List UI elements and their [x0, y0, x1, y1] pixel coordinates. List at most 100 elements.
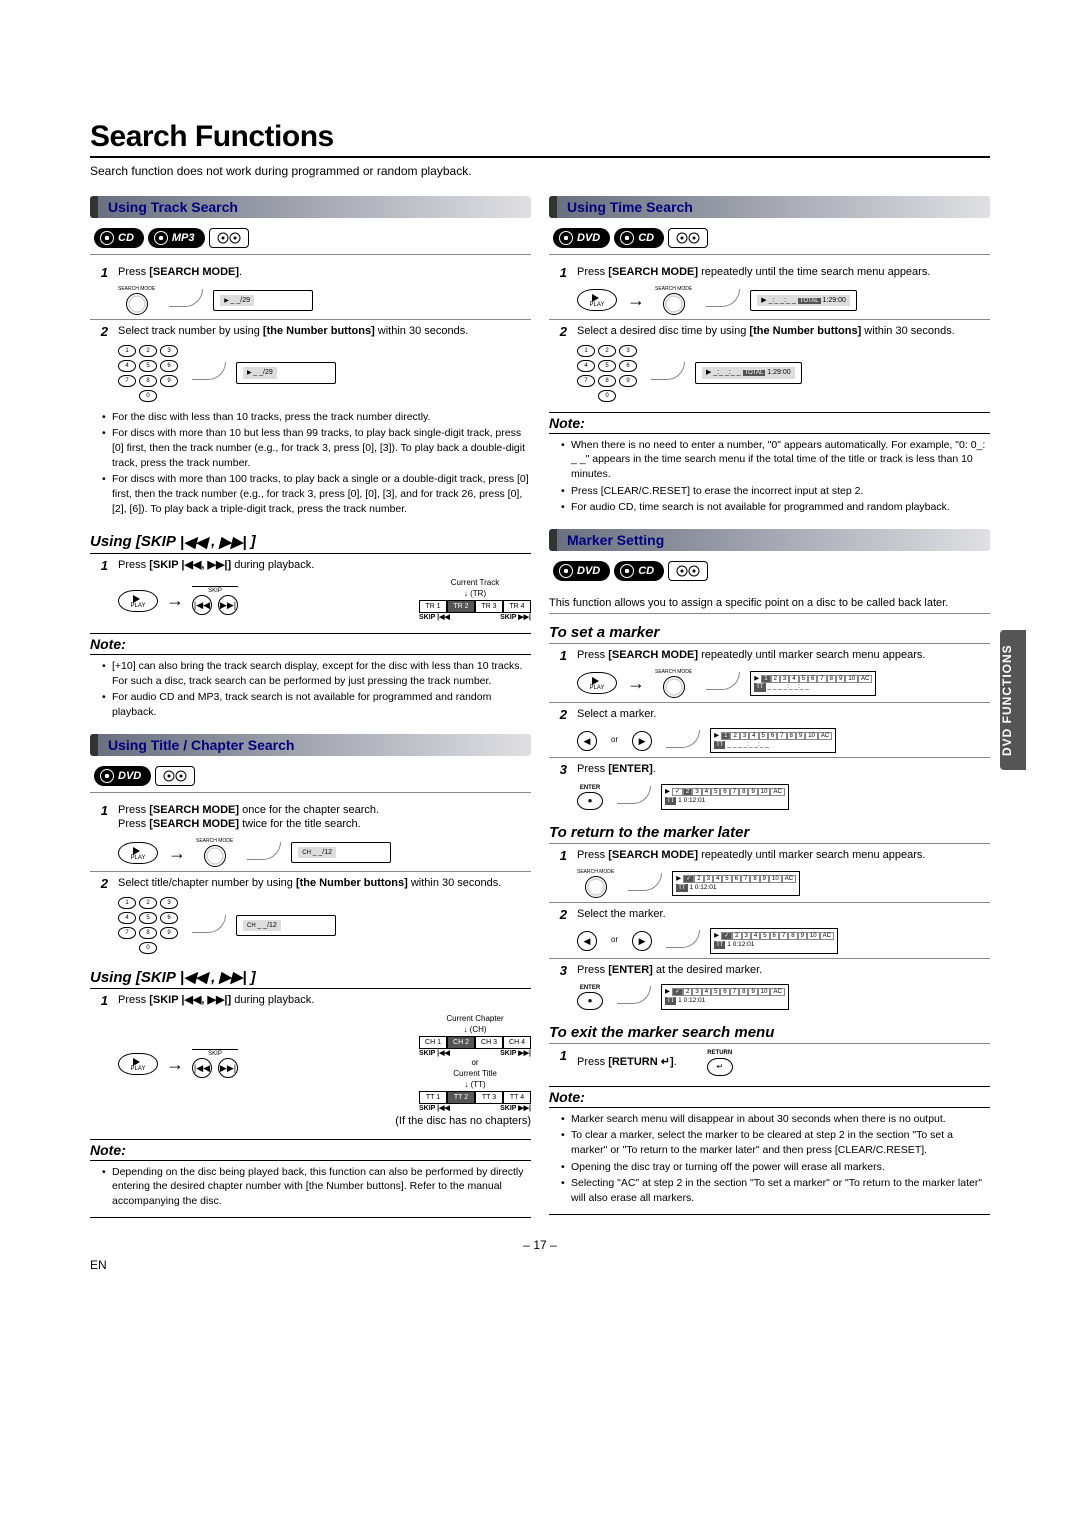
heading-using-skip-1: Using [SKIP |◀◀, ▶▶|] — [90, 533, 531, 554]
page-number: – 17 – — [90, 1238, 990, 1252]
time-step-2: 2 Select a desired disc time by using [t… — [549, 320, 990, 406]
enter-label: ENTER — [577, 784, 603, 792]
track-grid: TR 1TR 2TR 3TR 4 — [419, 600, 531, 613]
step-number: 3 — [549, 762, 567, 777]
step-number: 2 — [549, 907, 567, 922]
language-mark: EN — [90, 1258, 107, 1272]
left-arrow-icon: ◀ — [577, 931, 597, 951]
note-heading: Note: — [549, 1086, 990, 1108]
step-number: 2 — [549, 324, 567, 339]
arrow-icon: → — [627, 288, 645, 312]
step-text: Press [SEARCH MODE] repeatedly until mar… — [577, 849, 925, 861]
current-title-label: Current Title — [419, 1069, 531, 1080]
step-number: 2 — [549, 707, 567, 722]
skip-right-label: SKIP ▶▶| — [500, 613, 531, 622]
track-step-1: 1 Press [SEARCH MODE]. SEARCH MODE ▶ _ _… — [90, 261, 531, 320]
list-item: Depending on the disc being played back,… — [102, 1165, 531, 1209]
step-number: 1 — [549, 848, 567, 863]
marker-display: ▶✓2345678910AC TT 1 0:12:01 — [672, 871, 800, 897]
title-grid: TT 1TT 2TT 3TT 4 — [419, 1091, 531, 1104]
skip-right-label: SKIP ▶▶| — [500, 1104, 531, 1113]
marker-ret-step-3: 3 Press [ENTER] at the desired marker. E… — [549, 959, 990, 1015]
badge-row: DVD CD — [549, 222, 990, 255]
swoosh-icon — [192, 362, 226, 380]
swoosh-icon — [706, 672, 740, 690]
list-item: To clear a marker, select the marker to … — [561, 1128, 990, 1157]
badge-row: CD MP3 — [90, 222, 531, 255]
step-number: 1 — [90, 993, 108, 1008]
list-item: Selecting "AC" at step 2 in the section … — [561, 1176, 990, 1205]
time-step-1: 1 Press [SEARCH MODE] repeatedly until t… — [549, 261, 990, 320]
skip-left-label: SKIP |◀◀ — [419, 613, 450, 622]
step-text: Press [RETURN ↵]. — [577, 1055, 677, 1070]
step-text: Press [SEARCH MODE]. — [118, 266, 242, 278]
arrow-icon: → — [166, 588, 184, 612]
list-item: Opening the disc tray or turning off the… — [561, 1160, 990, 1175]
swoosh-icon — [651, 362, 685, 380]
step-number: 1 — [90, 558, 108, 573]
step-text: Press [SEARCH MODE] twice for the title … — [118, 817, 531, 832]
heading-using-skip-2: Using [SKIP |◀◀, ▶▶|] — [90, 968, 531, 989]
current-chapter-label: Current Chapter — [419, 1014, 531, 1025]
marker-display: ▶✓2345678910AC TT 1 0:12:01 — [661, 784, 789, 810]
play-button-icon: PLAY — [577, 289, 617, 311]
badge-cd: CD — [614, 561, 664, 581]
swoosh-icon — [628, 873, 662, 891]
return-button-icon: ↵ — [707, 1058, 733, 1076]
display-readout: CH _ _/12 — [291, 842, 391, 863]
badge-mp3: MP3 — [148, 228, 205, 248]
step-text: Press [ENTER] at the desired marker. — [577, 964, 762, 976]
step-number: 1 — [549, 1048, 567, 1063]
marker-display: ▶✓2345678910AC TT 1 0:12:01 — [710, 928, 838, 954]
step-text: Select title/chapter number by using [th… — [118, 877, 501, 889]
step-number: 2 — [90, 324, 108, 339]
marker-ret-step-1: 1 Press [SEARCH MODE] repeatedly until m… — [549, 844, 990, 903]
marker-notes: Marker search menu will disappear in abo… — [549, 1108, 990, 1215]
marker-set-step-1: 1 Press [SEARCH MODE] repeatedly until m… — [549, 644, 990, 703]
search-mode-button-icon: SEARCH MODE — [655, 669, 692, 698]
step-text: Press [ENTER]. — [577, 763, 656, 775]
marker-display: ▶12345678910AC TT _ _ _ _:_ _:_ _ — [710, 728, 836, 754]
or-label: or — [419, 1058, 531, 1069]
marker-exit-step-1: 1 Press [RETURN ↵]. RETURN ↵ — [549, 1044, 990, 1079]
swoosh-icon — [192, 915, 226, 933]
skip-left-label: SKIP |◀◀ — [419, 1104, 450, 1113]
step-number: 1 — [90, 803, 108, 818]
step-text: Press [SKIP |◀◀, ▶▶|] during playback. — [118, 559, 314, 571]
swoosh-icon — [666, 930, 700, 948]
search-mode-button-icon: SEARCH MODE — [196, 838, 233, 867]
skip2-notes: Depending on the disc being played back,… — [90, 1161, 531, 1218]
badge-row: DVD — [90, 760, 531, 793]
right-arrow-icon: ▶ — [632, 731, 652, 751]
play-button-icon: PLAY — [577, 672, 617, 694]
play-button-icon: PLAY — [118, 842, 158, 864]
display-readout: ▶ _ _/29 — [236, 362, 336, 383]
marker-display: ▶✓2345678910AC TT 1 0:12:01 — [661, 984, 789, 1010]
marker-description: This function allows you to assign a spe… — [549, 593, 990, 614]
step-text: Press [SEARCH MODE] repeatedly until mar… — [577, 649, 925, 661]
no-chapters-note: (If the disc has no chapters) — [118, 1114, 531, 1129]
or-label: or — [611, 735, 618, 746]
display-readout: ▶ _ _/29 — [213, 290, 313, 311]
skip-prev-icon: |◀◀ — [192, 595, 212, 615]
search-mode-button-icon: SEARCH MODE — [577, 869, 614, 898]
heading-exit-marker: To exit the marker search menu — [549, 1024, 990, 1044]
list-item: For discs with more than 100 tracks, to … — [102, 472, 531, 516]
left-column: Using Track Search CD MP3 1 Press [SEARC… — [90, 188, 531, 1218]
step-number: 3 — [549, 963, 567, 978]
list-item: For audio CD, time search is not availab… — [561, 500, 990, 515]
skip-left-label: SKIP |◀◀ — [419, 1049, 450, 1058]
play-button-icon: PLAY — [118, 590, 158, 612]
step-text: Select track number by using [the Number… — [118, 325, 468, 337]
note-heading: Note: — [549, 412, 990, 434]
swoosh-icon — [169, 289, 203, 307]
badge-vcr-icon — [668, 228, 708, 248]
list-item: For discs with more than 10 but less tha… — [102, 426, 531, 470]
note-heading: Note: — [90, 633, 531, 655]
numpad-icon: 123 456 789 0 — [118, 897, 178, 954]
badge-row: DVD CD — [549, 555, 990, 587]
swoosh-icon — [617, 986, 651, 1004]
display-readout: ▶ _:_ _:_ _ TOTAL 1:29:00 — [695, 362, 802, 383]
play-button-icon: PLAY — [118, 1053, 158, 1075]
skip-next-icon: ▶▶| — [218, 1058, 238, 1078]
